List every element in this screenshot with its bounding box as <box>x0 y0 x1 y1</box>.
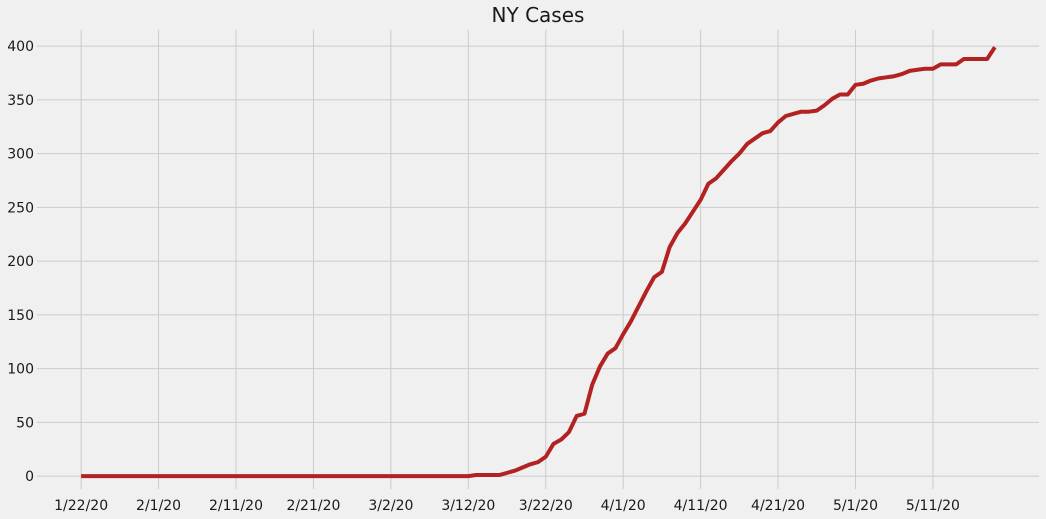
y-tick-label: 400 <box>7 39 34 55</box>
x-axis-tick-labels: 1/22/20 2/1/20 2/11/20 2/21/20 3/2/20 3/12/20… <box>54 498 960 514</box>
y-tick-label: 350 <box>7 93 34 109</box>
x-tick-label: 4/21/20 <box>751 498 805 514</box>
x-tick-label: 4/11/20 <box>674 498 728 514</box>
y-tick-label: 250 <box>7 200 34 216</box>
x-tick-label: 1/22/20 <box>54 498 108 514</box>
y-tick-label: 50 <box>16 415 34 431</box>
y-tick-label: 200 <box>7 254 34 270</box>
y-tick-label: 0 <box>25 469 34 485</box>
x-tick-label: 3/12/20 <box>441 498 495 514</box>
x-tick-label: 2/1/20 <box>136 498 181 514</box>
x-tick-label: 5/11/20 <box>906 498 960 514</box>
series-line <box>81 46 997 479</box>
x-tick-label: 4/1/20 <box>601 498 646 514</box>
y-tick-label: 100 <box>7 362 34 378</box>
y-axis-tick-labels: 0 50 100 150 200 250 300 350 400 <box>7 39 34 485</box>
x-tick-label: 3/22/20 <box>519 498 573 514</box>
y-tick-label: 150 <box>7 308 34 324</box>
horizontal-gridlines <box>37 45 1039 477</box>
x-tick-label: 3/2/20 <box>368 498 413 514</box>
x-tick-label: 2/11/20 <box>209 498 263 514</box>
x-tick-label: 2/21/20 <box>286 498 340 514</box>
vertical-gridlines <box>80 30 934 489</box>
series-group <box>81 46 997 479</box>
x-tick-label: 5/1/20 <box>833 498 878 514</box>
chart-title: NY Cases <box>492 3 585 27</box>
y-tick-label: 300 <box>7 147 34 163</box>
